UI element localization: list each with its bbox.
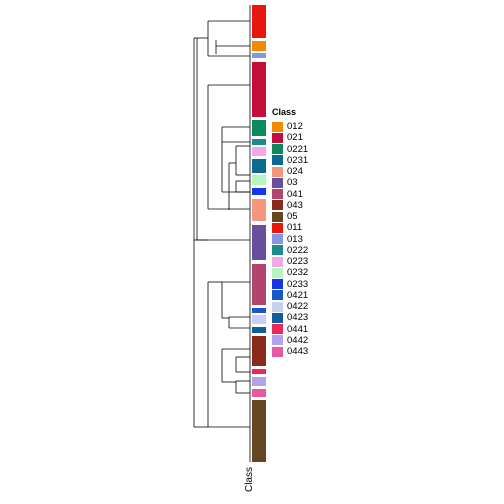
annotation-segment (252, 5, 266, 38)
legend-label: 024 (287, 166, 303, 178)
annotation-segment (252, 159, 266, 173)
legend-swatch (272, 177, 283, 188)
legend-item: 043 (272, 200, 308, 211)
legend-label: 0442 (287, 334, 309, 346)
legend-item: 0423 (272, 312, 308, 323)
legend-label: 0441 (287, 323, 309, 335)
annotation-segment (252, 120, 266, 136)
legend-swatch (272, 189, 283, 200)
annotation-segment (252, 315, 266, 324)
legend-item: 024 (272, 166, 308, 177)
legend-label: 05 (287, 211, 298, 223)
legend-swatch (272, 245, 283, 256)
legend-label: 013 (287, 233, 303, 245)
annotation-segment (252, 264, 266, 305)
legend-swatch (272, 222, 283, 233)
legend-label: 0221 (287, 143, 309, 155)
legend-item: 0443 (272, 346, 308, 357)
legend-swatch (272, 155, 283, 166)
annotation-segment (252, 308, 266, 313)
legend-swatch (272, 301, 283, 312)
annotation-segment (252, 53, 266, 58)
legend-title: Class (272, 107, 297, 117)
legend-swatch (272, 346, 283, 357)
legend-item: 011 (272, 222, 308, 233)
annotation-segment (252, 377, 266, 386)
legend-swatch (272, 267, 283, 278)
legend-label: 041 (287, 188, 303, 200)
legend-label: 0223 (287, 256, 309, 268)
legend-swatch (272, 166, 283, 177)
legend-item: 021 (272, 132, 308, 143)
legend-item: 0221 (272, 144, 308, 155)
annotation-segment (252, 327, 266, 333)
legend-item: 0222 (272, 245, 308, 256)
annotation-segment (252, 389, 266, 397)
legend-label: 0232 (287, 267, 309, 279)
legend-label: 043 (287, 199, 303, 211)
legend-swatch (272, 234, 283, 245)
annotation-segment (252, 62, 266, 117)
annotation-segment (252, 188, 266, 195)
class-legend: 012 021 0221 0231 024 03 041 043 05 011 013 0222 022… (272, 121, 308, 357)
legend-swatch (272, 132, 283, 143)
legend-label: 011 (287, 222, 303, 234)
annotation-segment (252, 336, 266, 366)
annotation-axis-label-text: Class (244, 466, 256, 493)
annotation-segment (252, 175, 266, 185)
legend-label: 0421 (287, 289, 309, 301)
legend-item: 0421 (272, 290, 308, 301)
legend-item: 0231 (272, 155, 308, 166)
legend-swatch (272, 324, 283, 335)
legend-item: 0223 (272, 256, 308, 267)
dendrogram-tree (193, 20, 250, 428)
legend-swatch (272, 121, 283, 132)
legend-item: 0422 (272, 301, 308, 312)
annotation-axis-label: Class (243, 460, 277, 500)
legend-swatch (272, 312, 283, 323)
legend-swatch (272, 144, 283, 155)
legend-swatch (272, 256, 283, 267)
annotation-segment (252, 400, 266, 462)
legend-label: 0423 (287, 312, 309, 324)
legend-label: 03 (287, 177, 298, 189)
legend-label: 0233 (287, 278, 309, 290)
legend-item: 012 (272, 121, 308, 132)
annotation-segment (252, 139, 266, 145)
legend-swatch (272, 335, 283, 346)
legend-label: 012 (287, 121, 303, 133)
annotation-segment (252, 147, 266, 156)
legend-swatch (272, 211, 283, 222)
annotation-segment (252, 41, 266, 51)
legend-item: 013 (272, 234, 308, 245)
legend-swatch (272, 279, 283, 290)
legend-item: 0441 (272, 324, 308, 335)
class-annotation-bar (249, 5, 266, 462)
legend-item: 0233 (272, 279, 308, 290)
legend-swatch (272, 200, 283, 211)
legend-item: 041 (272, 189, 308, 200)
legend-item: 0232 (272, 267, 308, 278)
annotation-segment (252, 369, 266, 374)
annotation-segment (252, 199, 266, 221)
legend-label: 0231 (287, 154, 309, 166)
legend-label: 021 (287, 132, 303, 144)
legend-label: 0443 (287, 346, 309, 358)
legend-label: 0422 (287, 301, 309, 313)
annotation-segment (252, 225, 266, 260)
legend-item: 0442 (272, 335, 308, 346)
legend-swatch (272, 290, 283, 301)
legend-item: 03 (272, 177, 308, 188)
legend-label: 0222 (287, 244, 309, 256)
legend-item: 05 (272, 211, 308, 222)
